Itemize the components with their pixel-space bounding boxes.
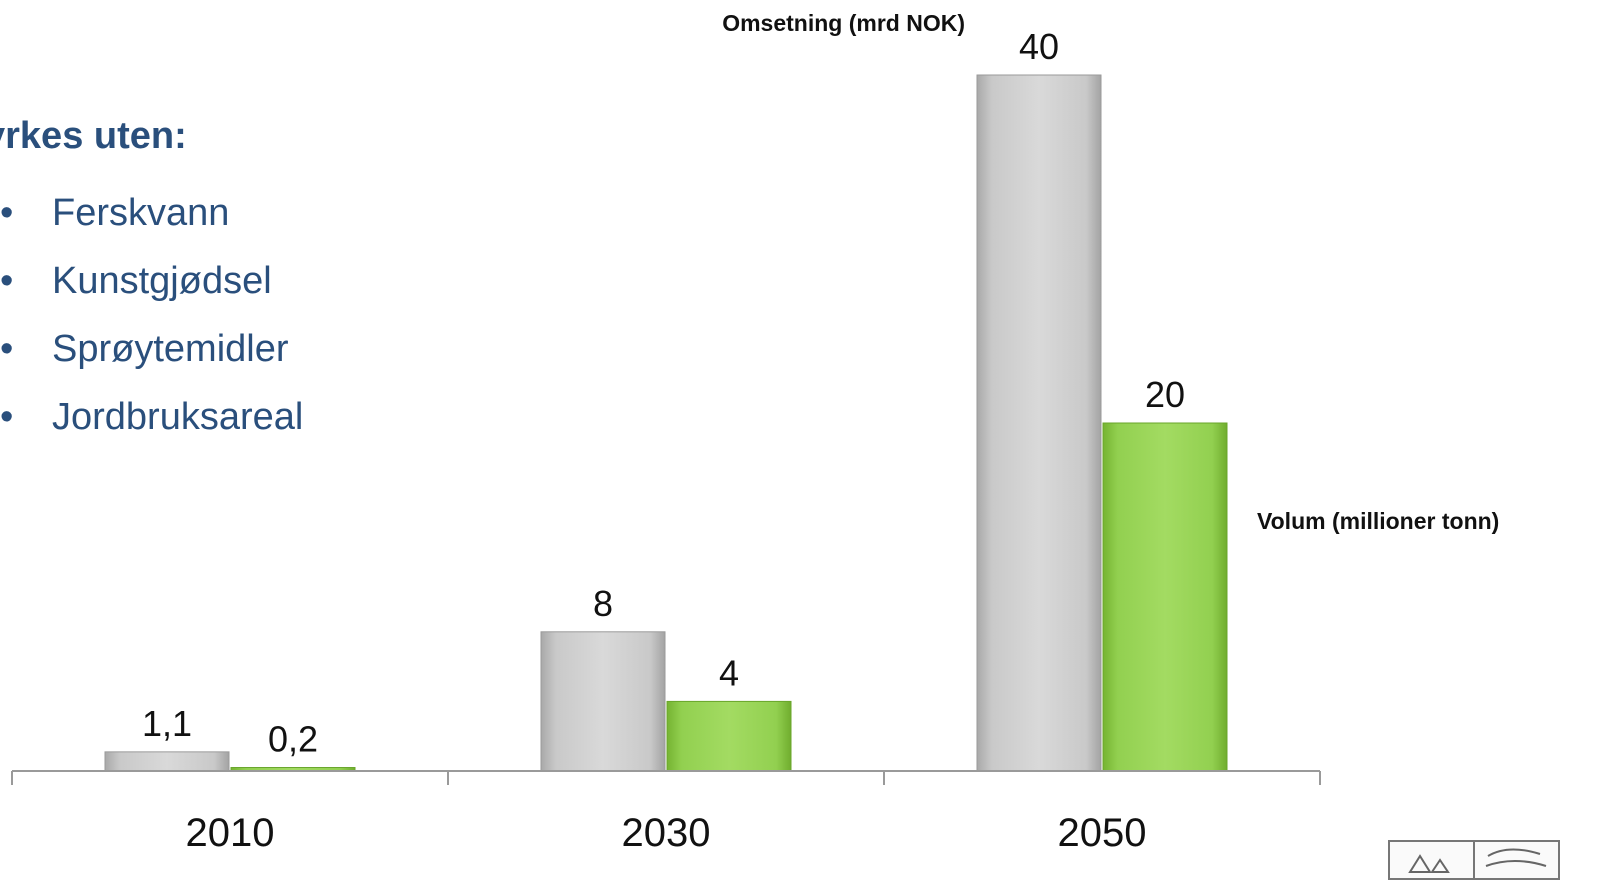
data-label: 1,1: [142, 703, 192, 744]
emblem-drawing: [1408, 842, 1547, 878]
x-tick-label: 2010: [186, 811, 275, 855]
list-item-label: Kunstgjødsel: [52, 260, 272, 302]
data-label: 20: [1145, 374, 1185, 415]
bullet-icon: •: [0, 328, 14, 370]
bar-green-2030: [666, 700, 792, 772]
list-item-label: Ferskvann: [52, 192, 230, 234]
bar-gray-2010: [104, 751, 230, 772]
bullet-icon: •: [0, 192, 14, 234]
series-name-volum: Volum (millioner tonn): [1257, 508, 1499, 534]
list-heading: yrkes uten:: [0, 115, 187, 157]
bullet-icon: •: [0, 260, 14, 302]
x-tick-label: 2030: [622, 811, 711, 855]
data-label: 40: [1019, 26, 1059, 67]
series-name-omsetning: Omsetning (mrd NOK): [722, 10, 965, 36]
bar-gray-2050: [976, 74, 1102, 772]
bullet-icon: •: [0, 396, 14, 438]
bar-gray-2030: [540, 631, 666, 772]
list-item-label: Sprøytemidler: [52, 328, 289, 370]
data-label: 4: [719, 652, 739, 693]
data-label: 8: [593, 583, 613, 624]
emblem-icon: [1388, 840, 1560, 880]
x-tick-label: 2050: [1058, 811, 1147, 855]
data-label: 0,2: [268, 719, 318, 760]
bar-green-2050: [1102, 422, 1228, 772]
list-item-label: Jordbruksareal: [52, 396, 304, 438]
